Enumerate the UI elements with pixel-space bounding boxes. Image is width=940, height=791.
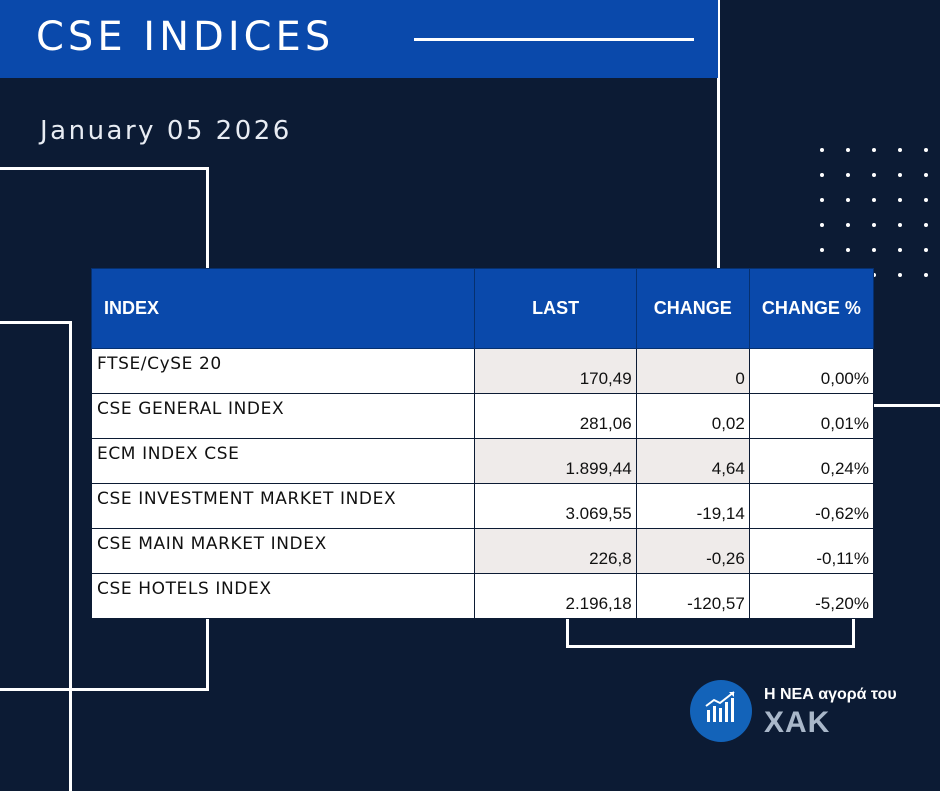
index-change: -0,26 [635, 528, 750, 574]
decor-frame-bottom-left [0, 588, 209, 691]
index-name: CSE HOTELS INDEX [90, 573, 476, 619]
index-change-pct: 0,24% [748, 438, 875, 484]
index-change: 4,64 [635, 438, 750, 484]
table-header-row: INDEX LAST CHANGE CHANGE % [90, 268, 875, 349]
index-name: CSE MAIN MARKET INDEX [90, 528, 476, 574]
index-last: 3.069,55 [474, 483, 637, 529]
index-name: FTSE/CySE 20 [90, 348, 476, 394]
page-title: CSE INDICES [36, 14, 335, 60]
decor-dot [898, 273, 902, 277]
column-header-index: INDEX [90, 268, 476, 349]
decor-dot [872, 198, 876, 202]
index-change-pct: 0,01% [748, 393, 875, 439]
decor-dot [898, 223, 902, 227]
table-row: CSE HOTELS INDEX 2.196,18 -120,57 -5,20% [90, 573, 875, 619]
column-header-change: CHANGE [635, 268, 750, 349]
decor-dot [924, 198, 928, 202]
table-row: CSE INVESTMENT MARKET INDEX 3.069,55 -19,1… [90, 483, 875, 529]
decor-line-right [874, 404, 940, 407]
column-header-last: LAST [474, 268, 637, 349]
logo-tagline: Η ΝΕΑ αγορά του [764, 686, 897, 703]
indices-table: INDEX LAST CHANGE CHANGE % FTSE/CySE 20 1… [90, 268, 875, 619]
decor-dot [846, 173, 850, 177]
bar-chart-icon [690, 680, 752, 742]
table-row: CSE GENERAL INDEX 281,06 0,02 0,01% [90, 393, 875, 439]
index-change: 0,02 [635, 393, 750, 439]
title-rule [414, 38, 694, 41]
decor-dot [820, 173, 824, 177]
logo-name: ΧΑΚ [764, 706, 831, 739]
decor-dot [898, 198, 902, 202]
index-last: 2.196,18 [474, 573, 637, 619]
index-change: -19,14 [635, 483, 750, 529]
header-bar: CSE INDICES [0, 0, 718, 78]
index-last: 226,8 [474, 528, 637, 574]
decor-frame-top-left [0, 167, 209, 271]
column-header-change-pct: CHANGE % [748, 268, 875, 349]
decor-dot [846, 248, 850, 252]
decor-dot [846, 148, 850, 152]
table-row: ECM INDEX CSE 1.899,44 4,64 0,24% [90, 438, 875, 484]
decor-dot [846, 198, 850, 202]
decor-dot [924, 273, 928, 277]
decor-dot [924, 248, 928, 252]
index-change-pct: 0,00% [748, 348, 875, 394]
decor-dot [872, 223, 876, 227]
decor-dot [898, 148, 902, 152]
index-name: ECM INDEX CSE [90, 438, 476, 484]
decor-dot-grid [814, 142, 940, 282]
index-last: 170,49 [474, 348, 637, 394]
decor-dot [872, 148, 876, 152]
decor-dot [820, 148, 824, 152]
decor-dot [924, 223, 928, 227]
index-last: 1.899,44 [474, 438, 637, 484]
decor-dot [924, 148, 928, 152]
decor-frame-right-vertical [717, 0, 720, 270]
index-change-pct: -0,11% [748, 528, 875, 574]
decor-frame-left-vertical [0, 321, 72, 791]
decor-dot [898, 173, 902, 177]
decor-dot [872, 273, 876, 277]
table-row: CSE MAIN MARKET INDEX 226,8 -0,26 -0,11% [90, 528, 875, 574]
decor-dot [820, 223, 824, 227]
decor-dot [898, 248, 902, 252]
decor-dot [924, 173, 928, 177]
decor-dot [820, 198, 824, 202]
decor-dot [820, 248, 824, 252]
report-date: January 05 2026 [40, 116, 292, 146]
index-name: CSE INVESTMENT MARKET INDEX [90, 483, 476, 529]
decor-dot [846, 223, 850, 227]
table-row: FTSE/CySE 20 170,49 0 0,00% [90, 348, 875, 394]
index-change: -120,57 [635, 573, 750, 619]
index-change: 0 [635, 348, 750, 394]
decor-dot [872, 248, 876, 252]
index-name: CSE GENERAL INDEX [90, 393, 476, 439]
index-change-pct: -0,62% [748, 483, 875, 529]
index-change-pct: -5,20% [748, 573, 875, 619]
decor-dot [872, 173, 876, 177]
index-last: 281,06 [474, 393, 637, 439]
